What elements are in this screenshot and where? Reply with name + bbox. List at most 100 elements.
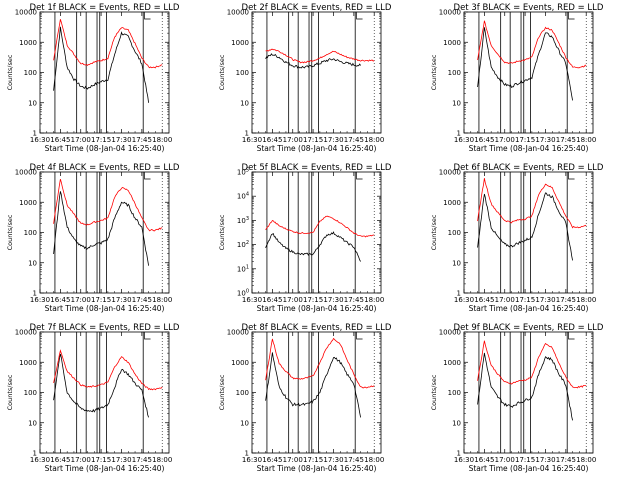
y-tick-label: 1000 <box>443 39 461 47</box>
x-tick-label: 18:00 <box>152 296 172 304</box>
x-tick-label: 17:00 <box>71 296 91 304</box>
panel-3: Det 3f BLACK = Events, RED = LLD 1 10 100 10… <box>430 3 604 153</box>
y-tick-label: 100 <box>237 289 249 298</box>
y-tick-label: 10 <box>452 419 461 427</box>
events-series-line <box>477 192 573 261</box>
y-tick-label: 1 <box>33 450 37 458</box>
x-tick-label: 17:45 <box>132 456 152 464</box>
y-tick-label: 1 <box>33 130 37 138</box>
y-axis-label: Counts/sec <box>218 374 226 410</box>
x-tick-label: 17:15 <box>91 296 111 304</box>
y-tick-label: 1 <box>457 290 461 298</box>
x-tick-label: 17:30 <box>323 296 343 304</box>
x-tick-label: 17:45 <box>344 456 364 464</box>
x-tick-label: 16:45 <box>474 456 494 464</box>
x-tick-label: 18:00 <box>576 456 596 464</box>
axes-frame <box>39 11 170 134</box>
x-tick-label: 17:00 <box>495 136 515 144</box>
x-tick-label: 16:30 <box>454 136 474 144</box>
y-tick-label: 103 <box>237 216 249 225</box>
x-tick-label: 17:00 <box>495 296 515 304</box>
y-axis-label: Counts/sec <box>6 54 14 90</box>
x-tick-label: 17:15 <box>303 136 323 144</box>
y-tick-label: 100 <box>448 389 461 397</box>
lld-series-line <box>477 20 587 69</box>
x-tick-label: 17:30 <box>111 296 131 304</box>
y-tick-label: 100 <box>24 69 37 77</box>
lld-series-line <box>477 178 587 229</box>
panel-title: Det 4f BLACK = Events, RED = LLD <box>30 163 180 173</box>
events-series-line <box>477 27 573 101</box>
x-axis-label: Start Time (08-Jan-04 16:25:40) <box>45 144 165 153</box>
y-tick-label: 10000 <box>15 9 37 17</box>
y-axis-label: Counts/sec <box>6 374 14 410</box>
panel-2: Det 2f BLACK = Events, RED = LLD 1 10 100 10… <box>218 3 392 153</box>
panel-title: Det 2f BLACK = Events, RED = LLD <box>242 3 392 13</box>
lld-series-line <box>265 215 375 238</box>
y-tick-label: 10000 <box>439 169 461 177</box>
y-tick-label: 1000 <box>19 199 37 207</box>
x-axis-label: Start Time (08-Jan-04 16:25:40) <box>469 464 589 473</box>
y-tick-label: 10000 <box>15 329 37 337</box>
lld-series-line <box>265 48 375 64</box>
legend-marker <box>356 12 363 20</box>
x-tick-label: 16:45 <box>262 136 282 144</box>
x-tick-label: 16:30 <box>242 136 262 144</box>
x-tick-label: 17:15 <box>91 456 111 464</box>
y-tick-label: 10 <box>28 419 37 427</box>
y-tick-label: 102 <box>237 240 249 249</box>
lld-series-line <box>53 19 163 69</box>
y-tick-label: 101 <box>237 264 249 273</box>
y-axis-label: Counts/sec <box>6 214 14 250</box>
x-tick-label: 17:00 <box>71 456 91 464</box>
legend-marker <box>144 172 151 180</box>
axes-frame <box>463 171 594 294</box>
lld-series-line <box>477 340 587 389</box>
legend-marker <box>568 332 575 340</box>
y-tick-label: 105 <box>237 168 249 177</box>
x-axis-label: Start Time (08-Jan-04 16:25:40) <box>257 464 377 473</box>
x-tick-label: 18:00 <box>576 136 596 144</box>
legend-marker <box>144 12 151 20</box>
panel-1: Det 1f BLACK = Events, RED = LLD 1 10 100 10… <box>6 3 180 153</box>
lld-series-line <box>265 337 375 389</box>
lld-series-line <box>53 349 163 391</box>
axes-frame <box>251 11 382 134</box>
y-tick-label: 100 <box>236 69 249 77</box>
events-series-line <box>53 191 149 266</box>
x-tick-label: 16:30 <box>30 296 50 304</box>
y-tick-label: 100 <box>448 229 461 237</box>
x-tick-label: 16:45 <box>262 456 282 464</box>
y-tick-label: 10000 <box>439 329 461 337</box>
x-tick-label: 18:00 <box>152 456 172 464</box>
x-tick-label: 16:30 <box>454 456 474 464</box>
y-tick-label: 10000 <box>15 169 37 177</box>
x-axis-label: Start Time (08-Jan-04 16:25:40) <box>469 144 589 153</box>
panel-title: Det 3f BLACK = Events, RED = LLD <box>454 3 604 13</box>
x-tick-label: 17:30 <box>111 456 131 464</box>
axes-frame <box>251 331 382 454</box>
x-tick-label: 16:30 <box>454 296 474 304</box>
x-tick-label: 18:00 <box>364 296 384 304</box>
panel-5: Det 5f BLACK = Events, RED = LLD 100 101 10… <box>218 163 392 313</box>
x-tick-label: 18:00 <box>576 296 596 304</box>
x-axis-label: Start Time (08-Jan-04 16:25:40) <box>45 464 165 473</box>
x-tick-label: 16:30 <box>30 136 50 144</box>
x-tick-label: 18:00 <box>152 136 172 144</box>
x-tick-label: 17:30 <box>111 136 131 144</box>
y-tick-label: 1 <box>33 290 37 298</box>
x-tick-label: 16:30 <box>242 296 262 304</box>
panel-title: Det 1f BLACK = Events, RED = LLD <box>30 3 180 13</box>
x-tick-label: 17:00 <box>283 136 303 144</box>
y-tick-label: 10000 <box>439 9 461 17</box>
x-axis-label: Start Time (08-Jan-04 16:25:40) <box>257 144 377 153</box>
events-series-line <box>53 26 149 103</box>
x-tick-label: 16:30 <box>242 456 262 464</box>
panel-title: Det 6f BLACK = Events, RED = LLD <box>454 163 604 173</box>
y-tick-label: 1 <box>245 450 249 458</box>
x-tick-label: 17:15 <box>515 296 535 304</box>
x-tick-label: 17:15 <box>303 296 323 304</box>
x-tick-label: 17:30 <box>323 136 343 144</box>
x-tick-label: 18:00 <box>364 136 384 144</box>
